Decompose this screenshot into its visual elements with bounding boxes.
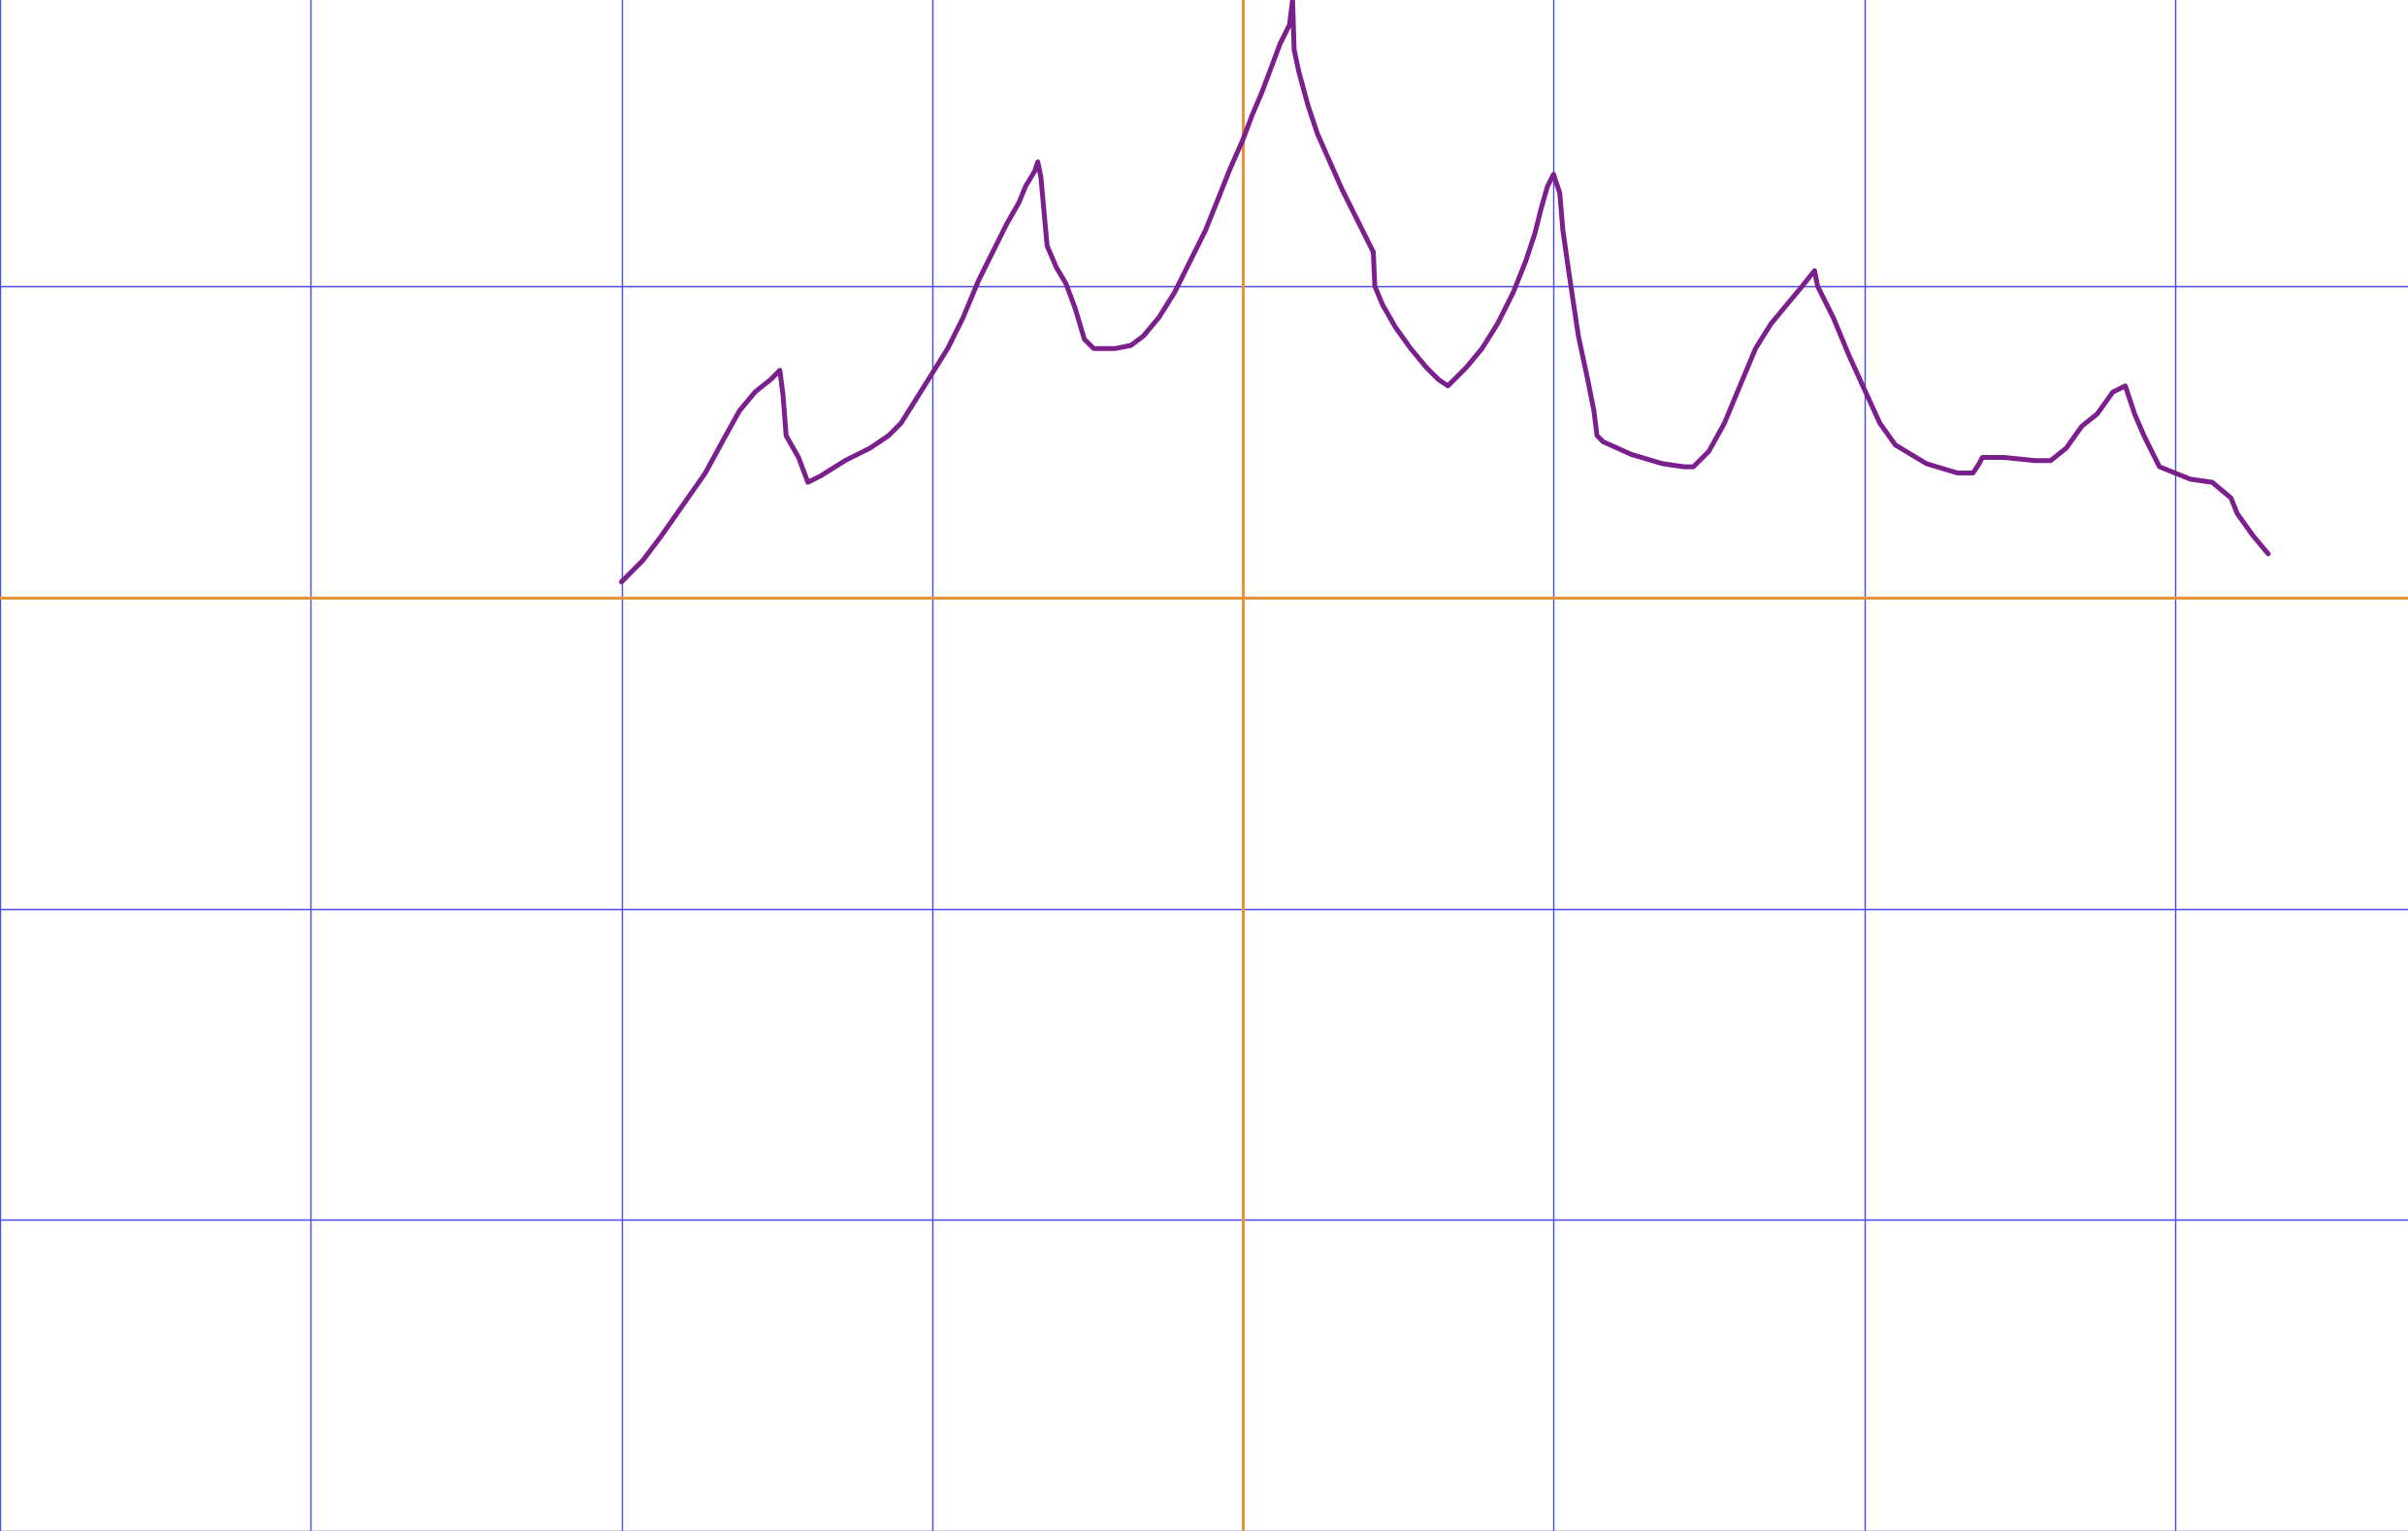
horizontal-gridlines <box>0 285 2408 1531</box>
vertical-gridlines <box>0 0 2177 1531</box>
series-layer <box>619 0 2271 585</box>
series-line <box>619 0 2271 585</box>
